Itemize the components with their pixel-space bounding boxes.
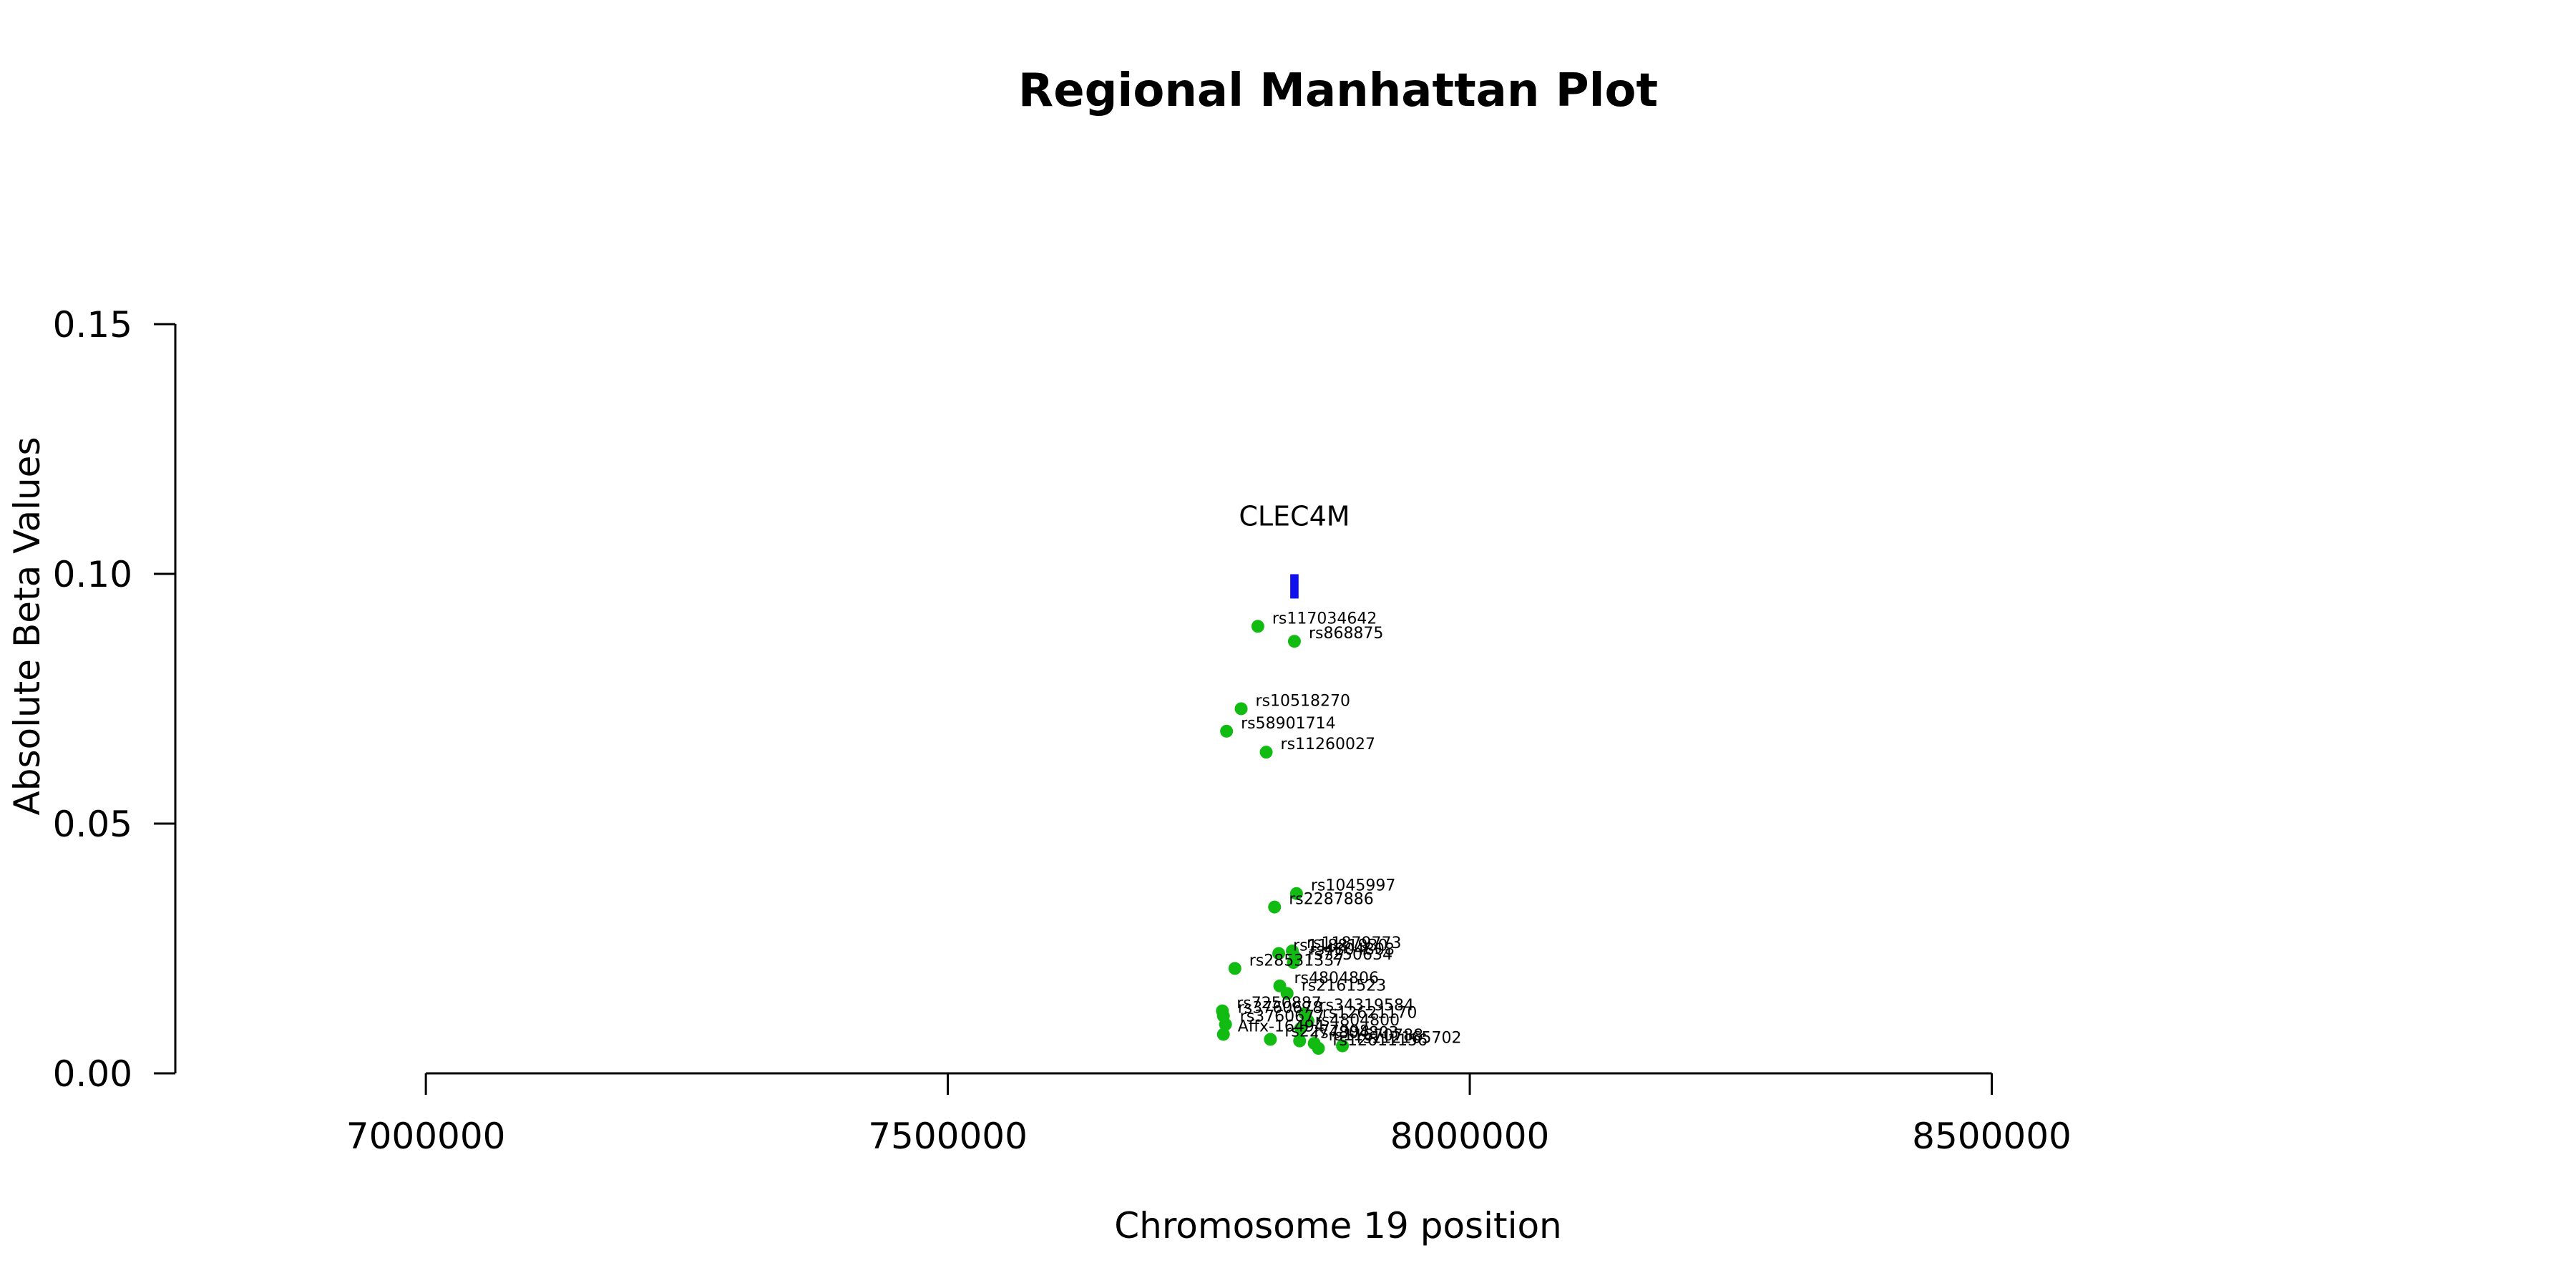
snp-point: [1280, 987, 1294, 1000]
snp-label: rs4804806: [1294, 970, 1380, 987]
snp-point: [1294, 1022, 1307, 1035]
snp-label: rs11670788: [1329, 1027, 1423, 1045]
snp-label: rs58901714: [1241, 715, 1335, 733]
snp-point: [1251, 620, 1264, 633]
snp-label: rs10518270: [1256, 692, 1350, 710]
snp-label: rs12621170: [1322, 1005, 1417, 1023]
snp-point: [1228, 962, 1241, 975]
snp-point: [1268, 900, 1282, 914]
snp-point: [1289, 887, 1303, 900]
y-tick-label: 0.10: [53, 554, 132, 595]
snp-point: [1259, 746, 1273, 759]
gene-label: CLEC4M: [1239, 500, 1350, 532]
snp-label: rs4804803: [1314, 1025, 1399, 1043]
snp-label: rs34319584: [1319, 997, 1414, 1015]
snp-label: rs7250887: [1236, 995, 1322, 1013]
snp-point: [1219, 1018, 1232, 1031]
y-tick-label: 0.00: [53, 1053, 132, 1095]
y-axis-label: Absolute Beta Values: [6, 437, 48, 816]
gene-bar: [1290, 574, 1299, 599]
snp-point: [1272, 947, 1286, 960]
snp-label: rs2161523: [1302, 977, 1387, 995]
snp-point: [1293, 1034, 1307, 1048]
gene-layer: CLEC4M: [1239, 500, 1350, 599]
snp-label: rs28531337: [1249, 952, 1344, 970]
snp-label: rs4804808: [1309, 941, 1395, 959]
snp-label: rs117034642: [1272, 610, 1377, 628]
snp-label: rs1045997: [1311, 877, 1396, 895]
y-axis: 0.00 0.05 0.10 0.15: [53, 304, 177, 1095]
snp-label: rs11260027: [1281, 736, 1375, 753]
snp-point: [1216, 1028, 1230, 1041]
snp-label: rs7250634: [1307, 946, 1392, 964]
x-axis: 7000000 7500000 8000000 8500000: [346, 1072, 2072, 1157]
snp-label: rs11881930: [1293, 937, 1387, 955]
x-tick-label: 8000000: [1390, 1116, 1550, 1157]
x-tick-label: 7500000: [868, 1116, 1028, 1157]
snp-label: rs3760677: [1240, 1008, 1325, 1026]
snp-label: rs4804800: [1315, 1012, 1400, 1030]
snp-label: rs2277998: [1284, 1023, 1370, 1041]
snp-label: rs868875: [1309, 625, 1384, 643]
snp-point: [1336, 1039, 1350, 1053]
snp-point: [1312, 1042, 1325, 1055]
snp-point: [1287, 635, 1301, 648]
x-tick-label: 7000000: [346, 1116, 506, 1157]
snp-label: rs12611156: [1333, 1032, 1428, 1050]
snp-point: [1234, 702, 1248, 716]
x-axis-label: Chromosome 19 position: [1114, 1205, 1562, 1246]
snp-label: rs2287886: [1289, 891, 1374, 909]
chart-title: Regional Manhattan Plot: [1018, 64, 1658, 117]
snp-point: [1287, 956, 1300, 970]
snp-label: rs11879773: [1307, 935, 1401, 952]
snp-point: [1264, 1033, 1277, 1046]
x-tick-label: 8500000: [1912, 1116, 2072, 1157]
snp-label: Affx-16494: [1238, 1018, 1324, 1036]
snp-label: rs112165702: [1357, 1030, 1461, 1048]
y-tick-label: 0.15: [53, 304, 132, 346]
snp-point: [1220, 724, 1234, 738]
snp-label: rs3760678: [1238, 1000, 1323, 1018]
y-tick-label: 0.05: [53, 804, 132, 845]
snp-points-layer: [1216, 620, 1350, 1055]
